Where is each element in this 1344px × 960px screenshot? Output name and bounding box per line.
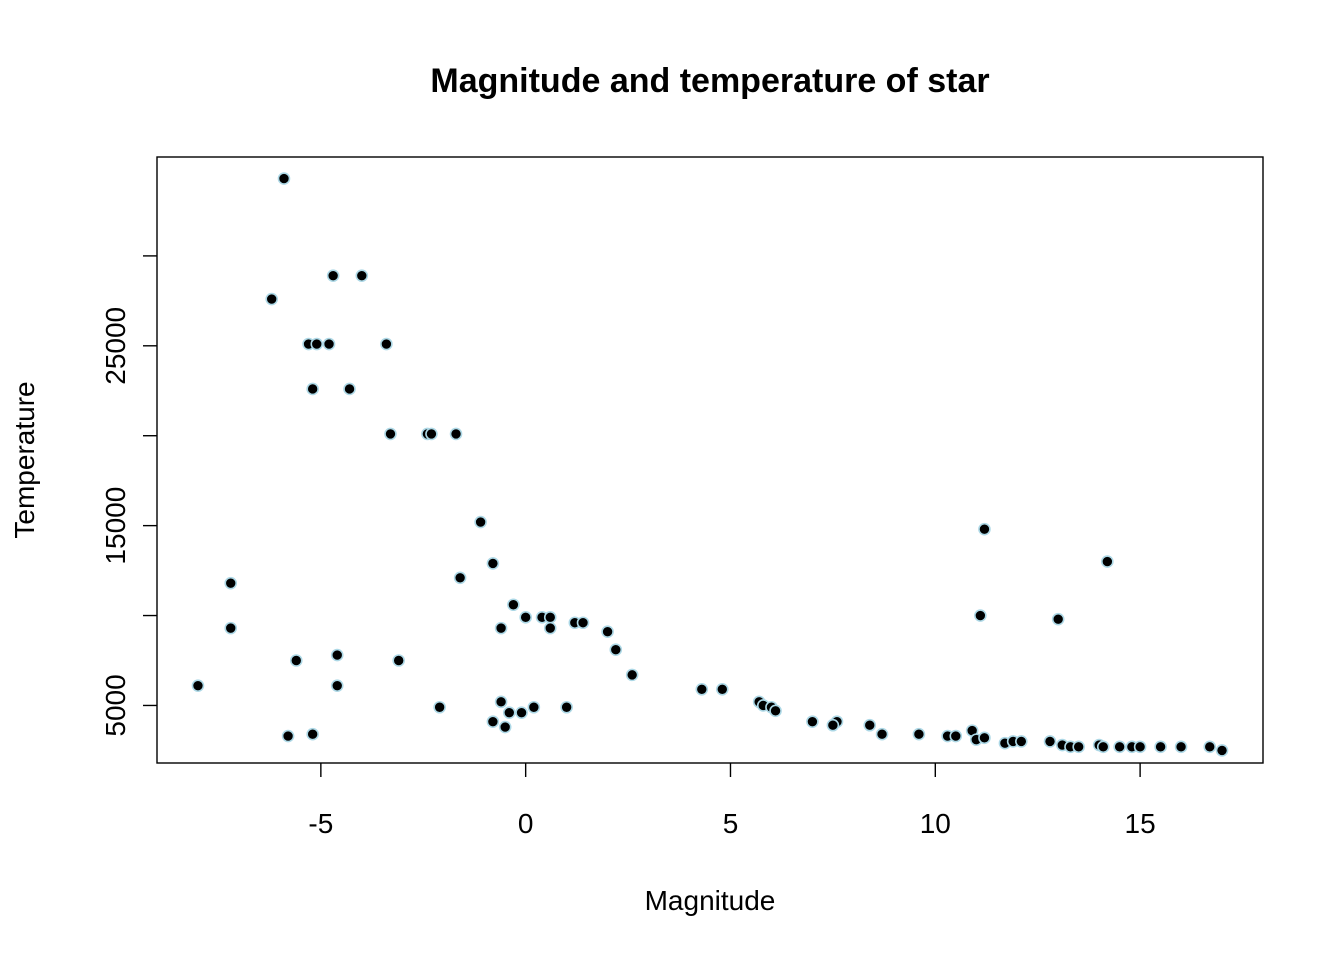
data-point (502, 706, 516, 719)
data-point (494, 621, 508, 635)
data-point (1015, 735, 1028, 748)
data-point (625, 668, 639, 682)
plot-area-frame (156, 156, 1264, 764)
data-point (392, 654, 405, 667)
data-point (343, 382, 356, 396)
data-point (826, 718, 840, 732)
data-point (486, 715, 500, 728)
data-point (507, 598, 520, 612)
data-point (322, 337, 336, 351)
data-point (498, 720, 512, 734)
data-point (519, 611, 532, 624)
data-point (310, 337, 324, 351)
y-axis-label: Temperature (9, 381, 40, 538)
data-point (486, 557, 500, 570)
data-point (453, 571, 467, 585)
data-point (384, 427, 397, 441)
x-tick-label: 0 (518, 808, 534, 839)
data-point (1203, 740, 1217, 754)
data-point (306, 382, 319, 396)
data-point (515, 706, 528, 719)
data-point (1154, 740, 1167, 754)
y-tick-label: 15000 (100, 487, 131, 565)
data-point (806, 715, 819, 728)
data-point (863, 718, 877, 732)
data-point (974, 609, 987, 622)
data-point (1072, 740, 1085, 754)
data-point (715, 682, 729, 696)
data-point (527, 700, 541, 714)
data-point (978, 522, 991, 536)
x-axis: -5 0 5 10 15 (308, 763, 1156, 839)
data-point (601, 625, 614, 639)
data-point (1174, 740, 1188, 754)
y-tick-label: 5000 (100, 674, 131, 736)
data-point (425, 427, 438, 441)
data-point (355, 269, 369, 282)
data-point (912, 727, 926, 741)
data-point (449, 427, 463, 441)
data-points (191, 172, 1229, 757)
x-tick-label: 10 (920, 808, 951, 839)
data-point (1113, 740, 1126, 754)
data-point (543, 611, 557, 624)
data-point (281, 729, 295, 743)
data-point (949, 729, 963, 743)
y-tick-label: 25000 (100, 307, 131, 385)
data-point (769, 704, 782, 718)
data-point (265, 292, 278, 306)
data-point (474, 515, 487, 529)
data-point (330, 648, 344, 662)
data-point (289, 654, 303, 667)
data-point (326, 269, 340, 282)
data-point (191, 679, 205, 692)
x-tick-label: 15 (1125, 808, 1156, 839)
data-point (560, 700, 573, 714)
data-point (330, 679, 344, 692)
data-point (695, 682, 709, 696)
data-point (1051, 612, 1065, 626)
data-point (1101, 555, 1114, 568)
data-point (306, 727, 319, 741)
data-point (978, 731, 991, 745)
data-point (494, 695, 508, 709)
chart-title: Magnitude and temperature of star (430, 62, 989, 100)
data-point (380, 337, 393, 351)
data-point (576, 616, 590, 630)
y-axis: 5000 15000 25000 (100, 255, 157, 737)
data-point (1096, 740, 1110, 754)
x-axis-label: Magnitude (645, 885, 776, 916)
data-point (224, 576, 238, 590)
data-point (609, 643, 623, 657)
data-point (1133, 740, 1147, 754)
x-tick-label: -5 (308, 808, 333, 839)
data-point (543, 621, 557, 635)
data-point (224, 621, 238, 635)
data-point (1043, 735, 1057, 748)
data-point (433, 700, 446, 714)
data-point (277, 172, 291, 185)
data-point (875, 727, 889, 741)
x-tick-label: 5 (723, 808, 739, 839)
data-point (1215, 744, 1229, 757)
